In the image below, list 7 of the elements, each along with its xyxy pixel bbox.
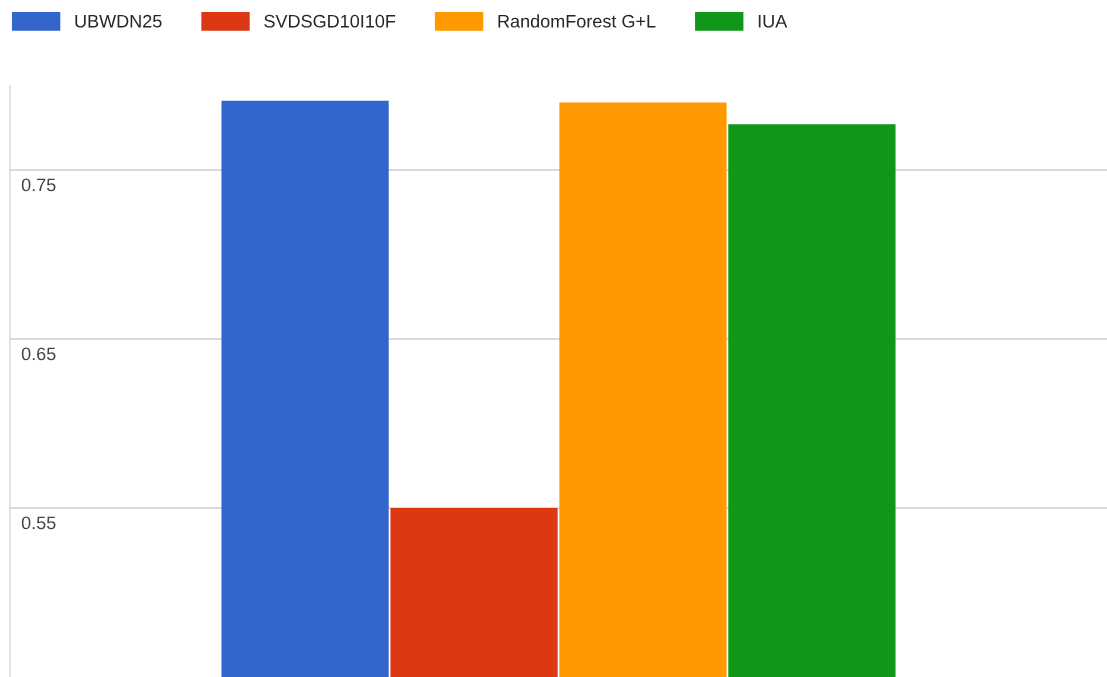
y-tick-label: 0.75 bbox=[21, 178, 56, 192]
legend-label: UBWDN25 bbox=[75, 14, 162, 28]
legend-label: IUA bbox=[758, 15, 788, 28]
y-tick-label: 0.65 bbox=[21, 347, 56, 361]
y-tick-label: 0.55 bbox=[21, 516, 56, 530]
legend-label: SVDSGD10I10F bbox=[264, 14, 396, 28]
legend-label: RandomForest G+L bbox=[498, 14, 656, 28]
